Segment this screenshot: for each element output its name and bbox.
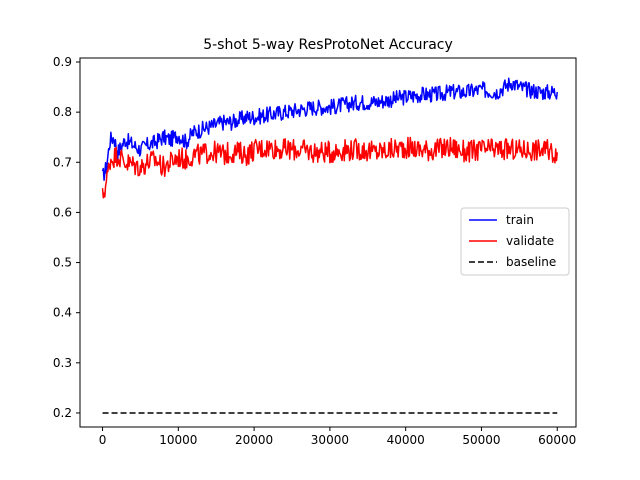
legend-label-validate: validate — [506, 234, 554, 248]
chart-title: 5-shot 5-way ResProtoNet Accuracy — [203, 37, 453, 53]
y-tick-label: 0.3 — [53, 356, 72, 370]
x-tick-label: 50000 — [462, 433, 500, 447]
y-tick-label: 0.8 — [53, 105, 72, 119]
legend-label-baseline: baseline — [506, 255, 556, 269]
x-tick-label: 20000 — [235, 433, 273, 447]
y-tick-label: 0.9 — [53, 55, 72, 69]
x-tick-label: 60000 — [538, 433, 576, 447]
x-tick-label: 40000 — [387, 433, 425, 447]
series-line-train — [101, 77, 558, 181]
legend-label-train: train — [506, 213, 534, 227]
series-line-validate — [101, 136, 558, 199]
series-layer — [101, 77, 558, 414]
plot-frame — [79, 57, 577, 428]
x-axis: 0 10000 20000 30000 40000 50000 60000 — [99, 427, 576, 447]
y-axis: 0.2 0.3 0.4 0.5 0.6 0.7 0.8 0.9 — [53, 55, 80, 420]
y-tick-label: 0.5 — [53, 256, 72, 270]
y-tick-label: 0.6 — [53, 205, 72, 219]
x-tick-label: 0 — [99, 433, 107, 447]
legend-box — [460, 207, 570, 276]
y-tick-label: 0.2 — [53, 406, 72, 420]
y-tick-label: 0.7 — [53, 155, 72, 169]
x-tick-label: 30000 — [311, 433, 349, 447]
y-tick-label: 0.4 — [53, 306, 72, 320]
x-tick-label: 10000 — [159, 433, 197, 447]
legend: train validate baseline — [460, 207, 570, 276]
